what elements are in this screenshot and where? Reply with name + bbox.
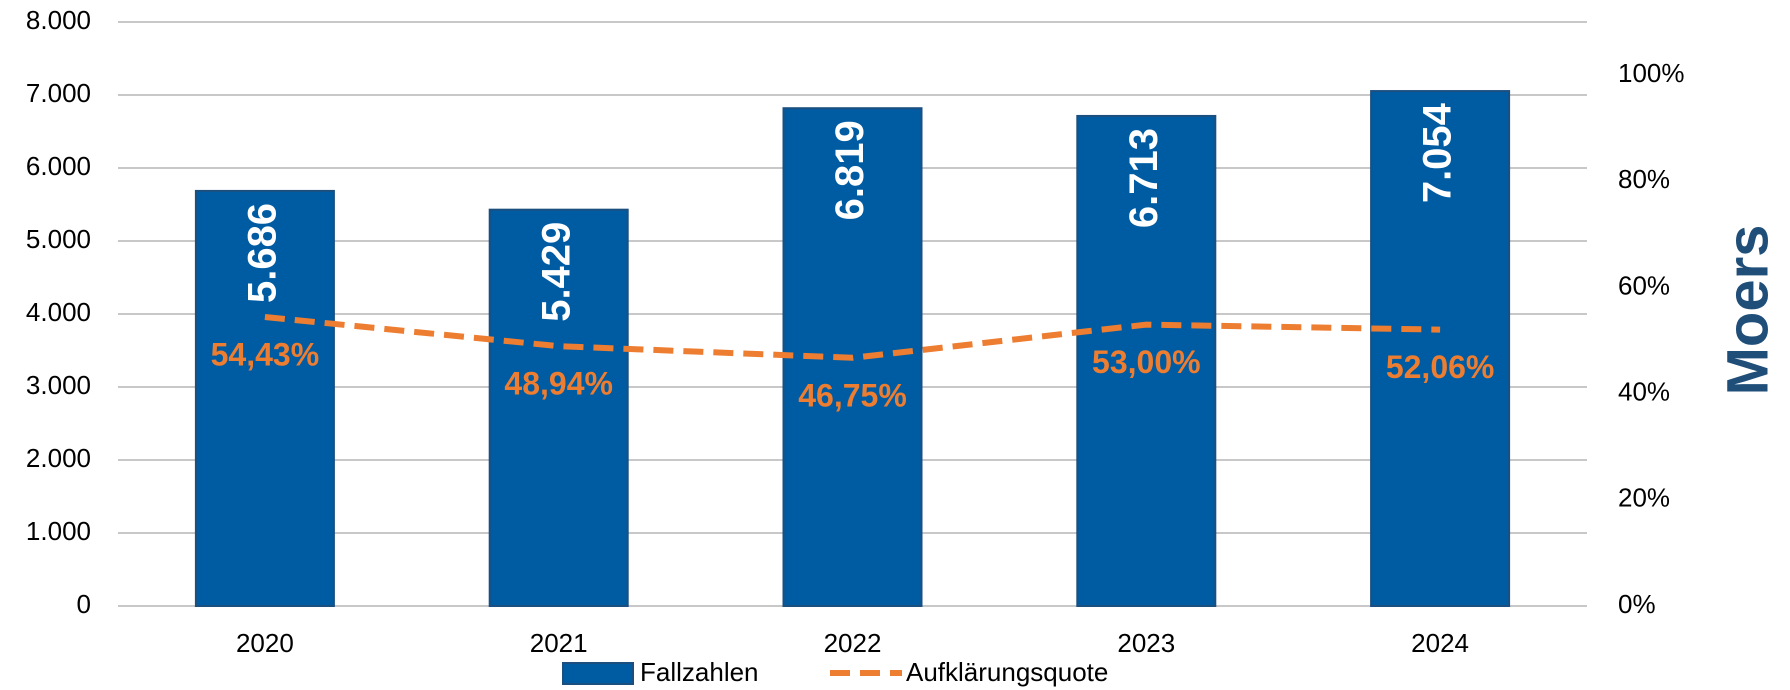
legend-label: Aufklärungsquote [906, 657, 1108, 687]
bar [1076, 114, 1217, 608]
bar-value-label: 5.686 [240, 203, 284, 303]
bar [194, 189, 335, 607]
x-tick-label: 2020 [236, 628, 294, 658]
y2-tick-label: 80% [1618, 164, 1670, 194]
y2-tick-label: 100% [1618, 58, 1685, 88]
line-value-label: 54,43% [211, 336, 320, 372]
bar-value-label: 7.054 [1416, 102, 1460, 203]
line-value-label: 48,94% [504, 366, 613, 402]
y2-tick-label: 40% [1618, 377, 1670, 407]
line-value-label: 53,00% [1092, 344, 1201, 380]
y2-tick-label: 60% [1618, 270, 1670, 300]
y-tick-label: 6.000 [26, 151, 91, 181]
y-tick-label: 8.000 [26, 5, 91, 35]
y2-tick-label: 20% [1618, 483, 1670, 513]
bar-value-label: 6.713 [1122, 128, 1166, 228]
bar [488, 208, 629, 607]
line-value-label: 46,75% [798, 377, 907, 413]
y-tick-label: 3.000 [26, 370, 91, 400]
x-tick-label: 2022 [824, 628, 882, 658]
x-tick-label: 2024 [1411, 628, 1469, 658]
y2-tick-label: 0% [1618, 589, 1656, 619]
y-tick-label: 1.000 [26, 516, 91, 546]
bar-value-label: 5.429 [534, 222, 578, 322]
y-tick-label: 0 [77, 589, 91, 619]
y-tick-label: 5.000 [26, 224, 91, 254]
chart-title: Moers [1715, 225, 1780, 396]
line-value-label: 52,06% [1386, 349, 1495, 385]
bar [1370, 90, 1511, 608]
y-tick-label: 2.000 [26, 443, 91, 473]
y-tick-label: 4.000 [26, 297, 91, 327]
x-tick-label: 2021 [530, 628, 588, 658]
line [264, 314, 1441, 361]
bar-value-label: 6.819 [828, 120, 872, 220]
legend-swatch [562, 662, 634, 685]
legend-label: Fallzahlen [640, 657, 759, 687]
y-tick-label: 7.000 [26, 78, 91, 108]
x-tick-label: 2023 [1117, 628, 1175, 658]
